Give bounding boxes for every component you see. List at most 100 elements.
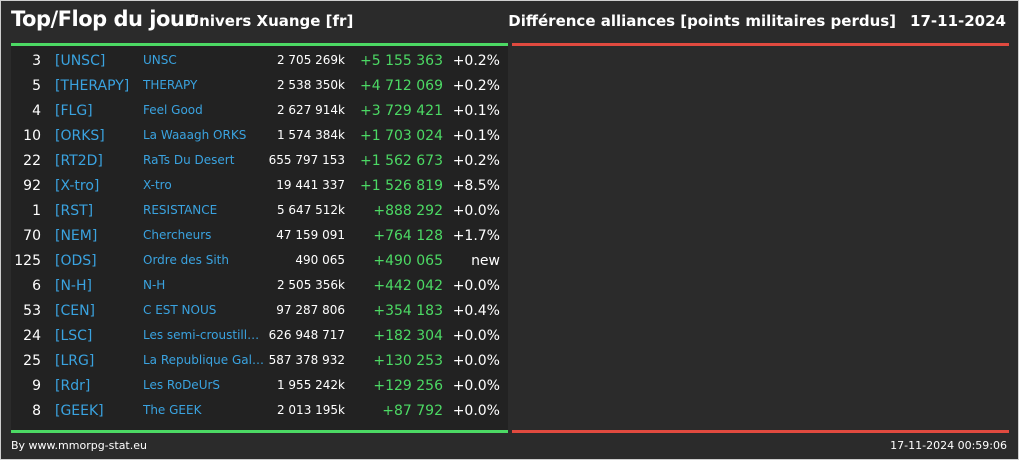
alliance-points: 1 574 384k [276, 128, 345, 142]
list-item[interactable]: 8 [GEEK] The GEEK 2 013 195k +87 792 +0.0% [11, 399, 508, 424]
top-panel: 3 [UNSC] UNSC 2 705 269k +5 155 363 +0.2% 5 [TH… [11, 43, 508, 433]
alliance-points: 587 378 932 [268, 353, 345, 367]
alliance-list: 3 [UNSC] UNSC 2 705 269k +5 155 363 +0.2% 5 [TH… [11, 49, 508, 424]
percent-change: +0.1% [452, 128, 500, 144]
list-item[interactable]: 53 [CEN] C EST NOUS 97 287 806 +354 183 +0.4% [11, 299, 508, 324]
alliance-points: 2 505 356k [276, 278, 345, 292]
alliance-name-link[interactable]: La Waaagh ORKS [143, 128, 247, 142]
percent-change: +8.5% [452, 178, 500, 194]
alliance-rank: 25 [23, 353, 41, 369]
alliance-tag-link[interactable]: [LRG] [55, 353, 95, 369]
alliance-points: 1 955 242k [276, 378, 345, 392]
alliance-rank: 125 [14, 253, 41, 269]
percent-change: +0.1% [452, 103, 500, 119]
alliance-name-link[interactable]: Chercheurs [143, 228, 212, 242]
alliance-rank: 8 [32, 403, 41, 419]
alliance-points: 5 647 512k [276, 203, 345, 217]
alliance-rank: 53 [23, 303, 41, 319]
alliance-name-link[interactable]: Les RoDeUrS [143, 378, 221, 392]
list-item[interactable]: 25 [LRG] La Republique Galactique587 378 9… [11, 349, 508, 374]
alliance-tag-link[interactable]: [GEEK] [55, 403, 104, 419]
percent-change: +0.0% [452, 203, 500, 219]
alliance-tag-link[interactable]: [RST] [55, 203, 94, 219]
points-difference: +130 253 [373, 353, 443, 369]
percent-change: +0.0% [452, 378, 500, 394]
alliance-name-link[interactable]: Les semi-croustillants [143, 328, 265, 342]
list-item[interactable]: 5 [THERAPY] THERAPY 2 538 350k +4 712 069 +0.… [11, 74, 508, 99]
percent-change: +1.7% [452, 228, 500, 244]
points-difference: +129 256 [373, 378, 443, 394]
alliance-points: 97 287 806 [276, 303, 345, 317]
ranking-title: Différence alliances [points militaires … [508, 12, 897, 30]
list-item[interactable]: 1 [RST] RESISTANCE 5 647 512k +888 292 +0.0% [11, 199, 508, 224]
points-difference: +182 304 [373, 328, 443, 344]
list-item[interactable]: 92 [X-tro] X-tro 19 441 337 +1 526 819 +8.5% [11, 174, 508, 199]
alliance-name-link[interactable]: RaTs Du Desert [143, 153, 235, 167]
alliance-rank: 4 [32, 103, 41, 119]
alliance-rank: 9 [32, 378, 41, 394]
universe-subtitle: Univers Xuange [fr] [187, 12, 354, 30]
alliance-tag-link[interactable]: [N-H] [55, 278, 92, 294]
alliance-points: 2 538 350k [276, 78, 345, 92]
points-difference: +354 183 [373, 303, 443, 319]
percent-change: +0.0% [452, 353, 500, 369]
list-item[interactable]: 10 [ORKS] La Waaagh ORKS 1 574 384k +1 703 0… [11, 124, 508, 149]
header: Top/Flop du jour Univers Xuange [fr] Dif… [1, 1, 1018, 41]
points-difference: +442 042 [373, 278, 443, 294]
ranking-title-group: Différence alliances [points militaires … [508, 12, 1006, 30]
alliance-tag-link[interactable]: [X-tro] [55, 178, 100, 194]
alliance-name-link[interactable]: RESISTANCE [143, 203, 218, 217]
list-item[interactable]: 70 [NEM] Chercheurs 47 159 091 +764 128 +1.7% [11, 224, 508, 249]
alliance-points: 2 627 914k [276, 103, 345, 117]
percent-change: +0.2% [452, 78, 500, 94]
alliance-tag-link[interactable]: [NEM] [55, 228, 98, 244]
list-item[interactable]: 22 [RT2D] RaTs Du Desert 655 797 153 +1 562 … [11, 149, 508, 174]
list-item[interactable]: 3 [UNSC] UNSC 2 705 269k +5 155 363 +0.2% [11, 49, 508, 74]
alliance-points: 490 065 [295, 253, 345, 267]
alliance-name-link[interactable]: THERAPY [143, 78, 198, 92]
list-item[interactable]: 125 [ODS] Ordre des Sith 490 065 +490 065 new [11, 249, 508, 274]
alliance-tag-link[interactable]: [RT2D] [55, 153, 103, 169]
alliance-rank: 10 [23, 128, 41, 144]
points-difference: +1 703 024 [360, 128, 443, 144]
points-difference: +4 712 069 [360, 78, 443, 94]
alliance-name-link[interactable]: UNSC [143, 53, 177, 67]
alliance-tag-link[interactable]: [FLG] [55, 103, 93, 119]
points-difference: +1 526 819 [360, 178, 443, 194]
percent-change: +0.2% [452, 53, 500, 69]
page-title: Top/Flop du jour [11, 7, 195, 31]
alliance-points: 19 441 337 [276, 178, 345, 192]
alliance-name-link[interactable]: The GEEK [143, 403, 202, 417]
alliance-rank: 3 [32, 53, 41, 69]
alliance-name-link[interactable]: Ordre des Sith [143, 253, 229, 267]
alliance-tag-link[interactable]: [UNSC] [55, 53, 106, 69]
list-item[interactable]: 6 [N-H] N-H 2 505 356k +442 042 +0.0% [11, 274, 508, 299]
flop-panel-top-rule [512, 43, 1009, 46]
alliance-tag-link[interactable]: [CEN] [55, 303, 96, 319]
points-difference: +5 155 363 [360, 53, 443, 69]
alliance-name-link[interactable]: Feel Good [143, 103, 203, 117]
ranking-date: 17-11-2024 [910, 12, 1006, 30]
alliance-tag-link[interactable]: [ORKS] [55, 128, 105, 144]
alliance-name-link[interactable]: C EST NOUS [143, 303, 217, 317]
alliance-tag-link[interactable]: [ODS] [55, 253, 97, 269]
percent-change: +0.2% [452, 153, 500, 169]
points-difference: +1 562 673 [360, 153, 443, 169]
alliance-tag-link[interactable]: [LSC] [55, 328, 93, 344]
alliance-points: 2 705 269k [276, 53, 345, 67]
alliance-rank: 5 [32, 78, 41, 94]
alliance-rank: 6 [32, 278, 41, 294]
generated-timestamp: 17-11-2024 00:59:06 [890, 439, 1007, 452]
alliance-name-link[interactable]: X-tro [143, 178, 172, 192]
alliance-name-link[interactable]: La Republique Galactique [143, 353, 265, 367]
list-item[interactable]: 24 [LSC] Les semi-croustillants 626 948 717… [11, 324, 508, 349]
alliance-name-link[interactable]: N-H [143, 278, 166, 292]
alliance-tag-link[interactable]: [Rdr] [55, 378, 91, 394]
alliance-rank: 1 [32, 203, 41, 219]
alliance-rank: 70 [23, 228, 41, 244]
alliance-tag-link[interactable]: [THERAPY] [55, 78, 130, 94]
list-item[interactable]: 9 [Rdr] Les RoDeUrS 1 955 242k +129 256 +0.0% [11, 374, 508, 399]
flop-panel [512, 43, 1009, 433]
list-item[interactable]: 4 [FLG] Feel Good 2 627 914k +3 729 421 +0.1% [11, 99, 508, 124]
alliance-rank: 22 [23, 153, 41, 169]
